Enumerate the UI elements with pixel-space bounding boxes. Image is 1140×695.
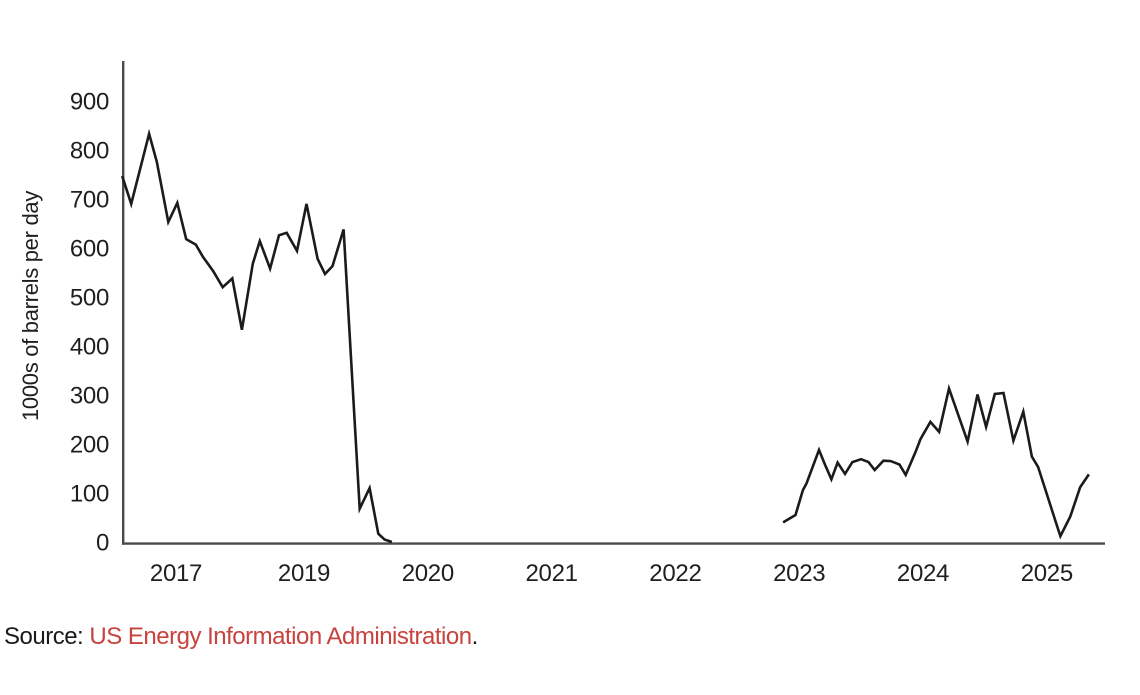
y-tick-label-200: 200 — [70, 432, 109, 459]
y-tick-label-100: 100 — [70, 481, 109, 508]
x-tick-label-2020: 2020 — [402, 560, 454, 587]
source-note: Source: US Energy Information Administra… — [4, 623, 478, 651]
data-line-segment-2 — [782, 383, 1090, 540]
x-tick-label-2024: 2024 — [897, 560, 949, 587]
y-axis-title: 1000s of barrels per day — [18, 191, 43, 421]
y-tick-label-700: 700 — [70, 187, 109, 214]
x-tick-label-2019: 2019 — [278, 560, 330, 587]
y-tick-label-800: 800 — [70, 138, 109, 165]
y-axis-tick-labels: 0 100 200 300 400 500 600 700 800 900 — [70, 89, 109, 557]
x-tick-label-2022: 2022 — [649, 560, 701, 587]
x-tick-label-2025: 2025 — [1021, 560, 1073, 587]
y-tick-label-400: 400 — [70, 334, 109, 361]
source-link[interactable]: US Energy Information Administration — [89, 623, 472, 650]
x-tick-label-2023: 2023 — [773, 560, 825, 587]
y-tick-label-600: 600 — [70, 236, 109, 263]
x-tick-label-2021: 2021 — [525, 560, 577, 587]
source-prefix: Source: — [4, 623, 90, 650]
y-tick-label-300: 300 — [70, 383, 109, 410]
y-tick-label-0: 0 — [96, 530, 109, 557]
y-tick-label-900: 900 — [70, 89, 109, 116]
data-series — [120, 128, 1090, 544]
x-axis-tick-labels: 2017 2019 2020 2021 2022 2023 2024 2025 — [150, 560, 1073, 587]
y-tick-label-500: 500 — [70, 285, 109, 312]
source-suffix: . — [471, 623, 479, 650]
data-line-segment-1 — [120, 128, 393, 544]
x-tick-label-2017: 2017 — [150, 560, 202, 587]
